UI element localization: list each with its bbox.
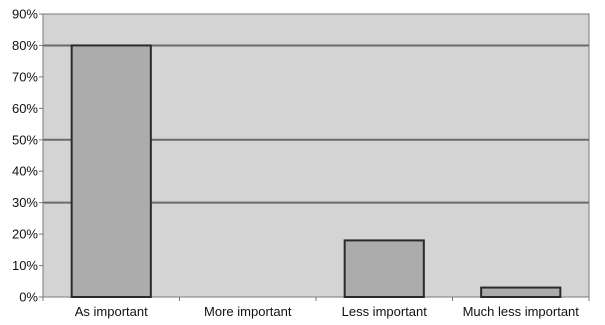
y-tick-label: 90% bbox=[12, 7, 38, 22]
y-tick-label: 50% bbox=[12, 132, 38, 147]
y-tick-label: 10% bbox=[12, 258, 38, 273]
x-category-label: Much less important bbox=[463, 304, 580, 319]
bars bbox=[70, 44, 562, 299]
y-tick-label: 70% bbox=[12, 69, 38, 84]
x-axis-category-labels: As important More important Less important… bbox=[42, 297, 590, 319]
bar-as-important bbox=[70, 44, 152, 298]
y-axis-tick-labels: 0% 10% 20% 30% 40% 50% 60% 70% 80% 90% bbox=[12, 7, 43, 305]
x-category-label: Less important bbox=[342, 304, 428, 319]
y-tick-label: 0% bbox=[19, 290, 38, 305]
bar-less-important bbox=[343, 239, 425, 298]
y-tick-label: 80% bbox=[12, 38, 38, 53]
y-tick-label: 20% bbox=[12, 227, 38, 242]
y-tick-label: 60% bbox=[12, 101, 38, 116]
x-category-label: More important bbox=[204, 304, 292, 319]
y-tick-label: 30% bbox=[12, 195, 38, 210]
y-tick-label: 40% bbox=[12, 164, 38, 179]
bar-much-less-important bbox=[480, 286, 562, 299]
x-category-label: As important bbox=[75, 304, 148, 319]
